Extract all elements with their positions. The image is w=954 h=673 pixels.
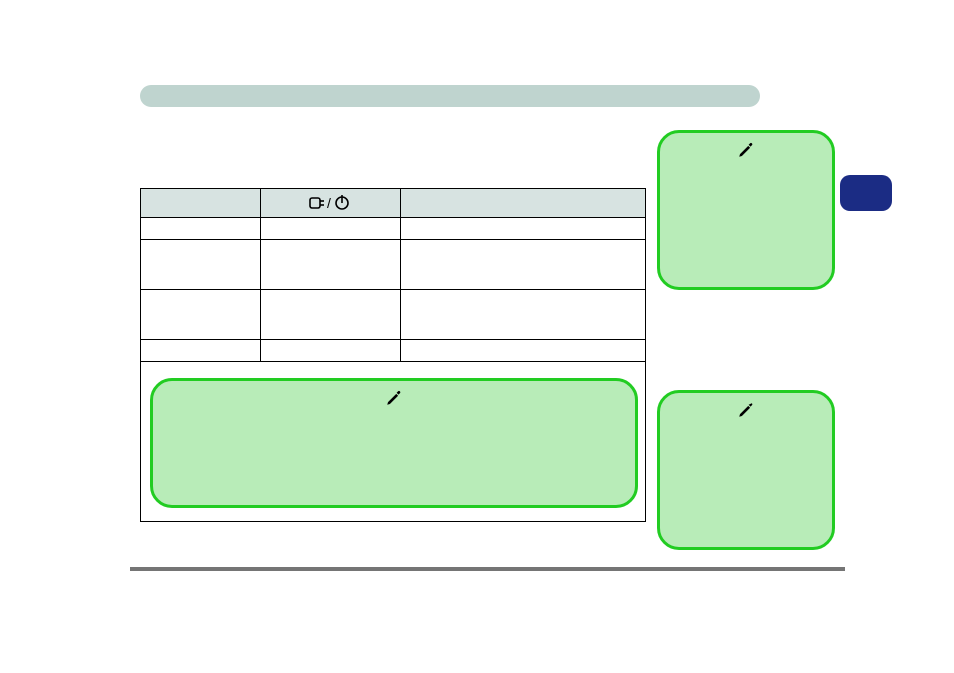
table-header-col2: / (260, 189, 400, 218)
callout-note-bottom (150, 378, 638, 508)
table-cell (141, 240, 261, 290)
table-cell (260, 340, 400, 362)
pen-icon (737, 401, 755, 419)
table-cell (260, 240, 400, 290)
table-row (141, 290, 646, 340)
table-header-col1 (141, 189, 261, 218)
table-cell (260, 290, 400, 340)
table-cell (141, 290, 261, 340)
footer-divider (130, 567, 845, 571)
section-title-bar (140, 85, 760, 107)
table-cell (400, 340, 645, 362)
pen-icon (737, 141, 755, 159)
table-cell (400, 218, 645, 240)
page: / (0, 0, 954, 673)
table-cell (141, 340, 261, 362)
table-cell (260, 218, 400, 240)
table-row (141, 218, 646, 240)
table-header-row: / (141, 189, 646, 218)
table-cell (141, 218, 261, 240)
callout-note-2 (657, 390, 835, 550)
table-cell (400, 290, 645, 340)
side-tab (840, 175, 892, 211)
plug-power-icon: / (308, 195, 352, 209)
table-row (141, 340, 646, 362)
pen-icon (385, 389, 403, 407)
table-cell (400, 240, 645, 290)
callout-note-1 (657, 130, 835, 290)
table-row (141, 240, 646, 290)
svg-text:/: / (327, 195, 331, 211)
table-header-col3 (400, 189, 645, 218)
